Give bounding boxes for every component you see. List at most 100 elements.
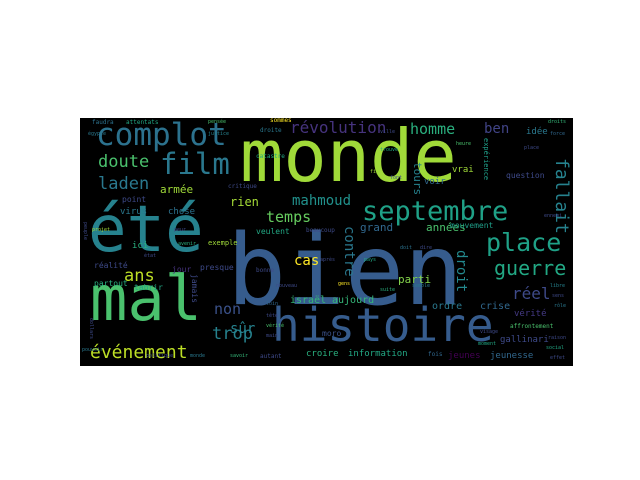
word-avenir: avenir xyxy=(178,241,197,247)
word-chose: chose xyxy=(168,207,196,217)
word-aujourd: aujourd xyxy=(332,295,375,306)
word-dollars: dollars xyxy=(88,318,94,340)
word-egypte: égypte xyxy=(88,131,107,137)
word-doit: doit xyxy=(400,245,413,251)
word-doute: doute xyxy=(98,152,150,172)
word-jour: jour xyxy=(172,265,192,274)
word-mouvement: mouvement xyxy=(450,221,494,230)
word-moment: moment xyxy=(478,341,497,347)
word-heure: heure xyxy=(456,141,472,147)
word-peur: peur xyxy=(174,227,187,233)
word-sommes: sommes xyxy=(270,118,292,124)
word-politique: politique xyxy=(146,353,174,359)
word-ville: ville xyxy=(380,129,396,135)
word-droite: droite xyxy=(260,127,282,134)
word-bonne: bonne xyxy=(256,267,275,274)
word-parti: parti xyxy=(398,273,432,286)
word-complot: complot xyxy=(96,118,227,153)
word-loin: loin xyxy=(266,301,279,307)
word-cloud: bien monde été histoire mal complot sept… xyxy=(80,118,573,366)
word-moro: moro xyxy=(322,329,342,338)
word-attentats: attentats xyxy=(126,119,159,126)
word-mal: mal xyxy=(90,262,202,335)
word-pays: pays xyxy=(364,257,377,263)
word-critique: critique xyxy=(228,183,257,190)
word-semble: semble xyxy=(412,283,431,289)
word-rien: rien xyxy=(230,195,259,209)
word-verite: vérité xyxy=(514,309,547,319)
word-tahrir: tahrir xyxy=(134,283,163,292)
word-mahmoud: mahmoud xyxy=(292,193,352,209)
word-pensee: pensée xyxy=(208,119,227,125)
word-tours: tours xyxy=(411,162,424,196)
word-pouvoir: pouvoir xyxy=(82,347,104,353)
word-affrontement: affrontement xyxy=(510,323,554,330)
word-crise: crise xyxy=(480,301,511,312)
word-revolution: révolution xyxy=(290,118,387,137)
word-partout: partout xyxy=(94,279,128,288)
word-trop: trop xyxy=(212,324,253,344)
word-croire: croire xyxy=(306,349,339,359)
word-font: font xyxy=(390,175,403,181)
word-droits: droits xyxy=(548,119,567,125)
word-question: question xyxy=(506,171,545,180)
word-faudra: faudra xyxy=(92,119,114,126)
word-fois: fois xyxy=(428,351,443,358)
word-sens: sens xyxy=(552,293,565,299)
word-septembre: septembre xyxy=(362,196,509,227)
word-etat: état xyxy=(144,253,157,259)
word-justice: justice xyxy=(208,131,230,137)
word-reel: réel xyxy=(512,284,551,303)
word-trouve: trouve xyxy=(380,147,399,153)
word-guerre: guerre xyxy=(494,256,567,280)
word-ben: ben xyxy=(484,121,510,137)
word-presque: presque xyxy=(200,263,234,272)
word-dire: dire xyxy=(420,245,433,251)
word-fallait: fallait xyxy=(551,158,572,234)
word-veulent: veulent xyxy=(256,227,290,236)
word-gallinari: gallinari xyxy=(500,335,549,345)
word-virus: virus xyxy=(120,207,148,217)
word-ans: ans xyxy=(124,266,155,286)
word-libre: libre xyxy=(550,283,566,289)
word-autant: autant xyxy=(260,353,282,360)
word-laden: laden xyxy=(98,174,150,194)
word-droit: droit xyxy=(453,250,469,293)
word-place-small: place xyxy=(524,145,540,151)
word-monde: monde xyxy=(240,118,457,198)
word-temps: temps xyxy=(266,208,312,226)
word-exemple: exemple xyxy=(208,239,238,247)
word-voir: voir xyxy=(424,177,446,187)
word-raison: raison xyxy=(548,335,567,341)
word-ete: été xyxy=(88,193,204,267)
word-point: point xyxy=(122,195,147,204)
word-grand: grand xyxy=(360,221,394,234)
word-experience: expérience xyxy=(482,138,490,181)
word-jamais: jamais xyxy=(190,274,199,303)
word-savoir: savoir xyxy=(230,353,249,359)
word-visage: visage xyxy=(480,329,499,335)
word-cas: cas xyxy=(294,253,320,269)
word-bien: bien xyxy=(227,214,464,328)
word-contre: contre xyxy=(341,226,357,277)
word-sur: sûr xyxy=(230,321,256,337)
word-histoire: histoire xyxy=(272,298,494,352)
word-gens: gens xyxy=(338,281,351,287)
word-social: social xyxy=(546,345,565,351)
word-suite: suite xyxy=(380,287,396,293)
word-nouveau: nouveau xyxy=(276,283,298,289)
word-ordre: ordre xyxy=(432,301,463,312)
word-peuple: peuple xyxy=(82,222,88,241)
word-israel: israël xyxy=(290,295,327,306)
word-jeunes: jeunes xyxy=(448,351,481,361)
word-information: information xyxy=(348,349,408,359)
word-monde-small: monde xyxy=(190,353,206,359)
word-beaucoup: beaucoup xyxy=(306,227,335,234)
word-ici: ici xyxy=(132,241,149,251)
word-verite-small: vérité xyxy=(266,323,285,329)
word-tete: tête xyxy=(266,313,279,319)
word-force: force xyxy=(550,131,566,137)
word-armee: armée xyxy=(160,183,194,196)
word-main: main xyxy=(266,333,279,339)
word-realite: réalité xyxy=(94,261,128,270)
